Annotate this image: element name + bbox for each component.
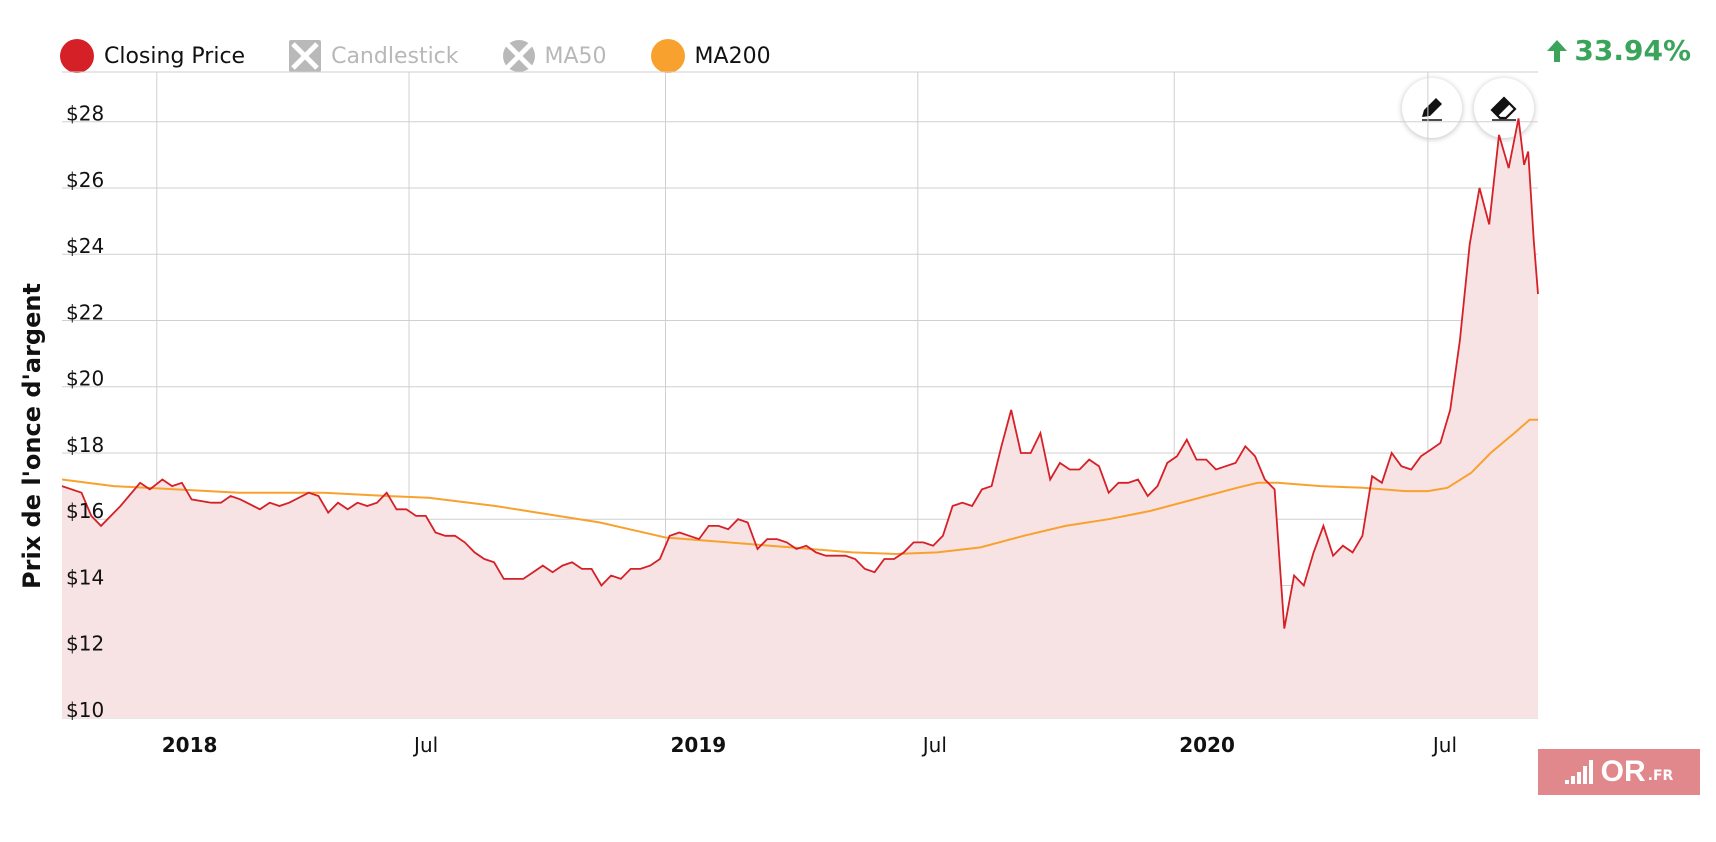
price-change-value: 33.94% xyxy=(1574,34,1691,67)
y-tick-label: $18 xyxy=(66,433,104,457)
y-tick-label: $10 xyxy=(66,698,104,722)
legend-label: Candlestick xyxy=(331,43,459,69)
closing-price-series-line xyxy=(61,118,1539,629)
legend-label: Closing Price xyxy=(104,43,246,69)
legend-item-ma50[interactable]: MA50 xyxy=(502,40,607,72)
x-tick-label: Jul xyxy=(921,733,947,757)
x-tick-label: 2020 xyxy=(1179,733,1235,757)
y-axis-ticks: $10 $12 $14 $16 $18 $20 $22 $24 $26 $28 xyxy=(66,102,104,722)
ma200-marker-icon xyxy=(650,39,685,73)
y-tick-label: $14 xyxy=(66,565,104,589)
or-fr-logo: OR .FR xyxy=(1538,749,1700,795)
disabled-x-icon xyxy=(289,40,322,72)
ma200-series-line xyxy=(61,418,1538,556)
draw-button[interactable] xyxy=(1402,78,1462,138)
erase-button[interactable] xyxy=(1474,78,1534,138)
x-axis-ticks: 2018 Jul 2019 Jul 2020 Jul xyxy=(162,733,1457,757)
y-tick-label: $26 xyxy=(66,168,104,192)
logo-suffix: .FR xyxy=(1647,768,1674,784)
closing-price-area-fill xyxy=(62,118,1538,718)
legend-item-closing-price[interactable]: Closing Price xyxy=(60,39,245,73)
bars-icon xyxy=(1564,760,1595,784)
pencil-icon xyxy=(1422,98,1442,121)
legend-label: MA50 xyxy=(544,43,607,69)
x-tick-label: 2018 xyxy=(162,733,218,757)
closing-price-marker-icon xyxy=(60,39,94,73)
logo-text: OR xyxy=(1600,755,1646,788)
legend-item-candlestick[interactable]: Candlestick xyxy=(289,40,459,72)
price-change-indicator: 33.94% xyxy=(1546,34,1691,67)
legend-label: MA200 xyxy=(694,43,771,69)
y-tick-label: $24 xyxy=(66,234,104,258)
chart-legend: Closing Price Candlestick MA50 MA200 xyxy=(60,36,815,76)
x-tick-label: Jul xyxy=(1431,733,1457,757)
disabled-x-icon xyxy=(502,40,535,72)
y-tick-label: $16 xyxy=(66,499,104,523)
y-tick-label: $20 xyxy=(66,367,104,391)
eraser-icon xyxy=(1490,96,1517,121)
y-tick-label: $12 xyxy=(66,632,104,656)
x-tick-label: 2019 xyxy=(671,733,727,757)
legend-item-ma200[interactable]: MA200 xyxy=(650,39,771,73)
y-tick-label: $28 xyxy=(66,102,104,126)
arrow-up-icon xyxy=(1547,39,1568,62)
y-tick-label: $22 xyxy=(66,300,104,324)
x-tick-label: Jul xyxy=(412,733,438,757)
